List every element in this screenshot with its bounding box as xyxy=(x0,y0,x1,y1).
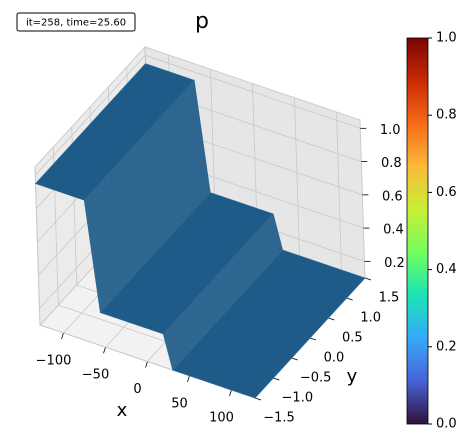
colorbar-tick-label: 0.4 xyxy=(436,262,457,277)
grid-line xyxy=(294,97,300,256)
colorbar-tick-label: 0.0 xyxy=(436,417,457,432)
tick-mark xyxy=(273,377,280,381)
x-tick-label: 50 xyxy=(171,396,188,411)
x-tick-label: 100 xyxy=(209,411,234,426)
grid-line xyxy=(336,112,342,271)
colorbar-tick-label: 0.6 xyxy=(436,185,457,200)
y-tick-label: −1.0 xyxy=(282,391,314,406)
tick-mark xyxy=(187,375,190,382)
z-tick-label: 0.4 xyxy=(383,223,404,238)
x-tick-label: −100 xyxy=(36,353,72,368)
colorbar-tick-label: 0.8 xyxy=(436,108,457,123)
x-tick-label: −50 xyxy=(82,368,109,383)
tick-mark xyxy=(254,397,262,401)
annotation: it=258, time=25.60 xyxy=(26,18,126,29)
surface-patch xyxy=(172,249,366,399)
colorbar xyxy=(406,37,429,425)
tick-mark xyxy=(328,317,335,321)
colorbar-tick-label: 0.2 xyxy=(436,339,457,354)
y-tick-label: −0.5 xyxy=(300,371,332,386)
tick-mark xyxy=(309,337,317,341)
tick-mark xyxy=(103,347,106,354)
chart-title: p xyxy=(195,9,209,34)
y-axis-label: y xyxy=(347,366,358,387)
x-tick-label: 0 xyxy=(133,382,141,397)
y-tick-label: 0.5 xyxy=(342,331,363,346)
tick-mark xyxy=(229,389,232,397)
annotation-box xyxy=(16,12,136,32)
colorbar-tick-label: 1.0 xyxy=(436,31,457,46)
tick-mark xyxy=(346,297,353,301)
y-tick-label: 1.5 xyxy=(379,291,400,306)
z-tick-label: 0.8 xyxy=(381,156,402,171)
z-tick-label: 0.2 xyxy=(384,256,405,271)
tick-mark xyxy=(364,277,372,281)
x-axis-label: x xyxy=(117,400,128,421)
grid-line xyxy=(34,55,146,176)
z-tick-label: 1.0 xyxy=(380,123,401,138)
tick-mark xyxy=(291,357,298,361)
grid-line xyxy=(145,54,361,129)
tick-mark xyxy=(61,332,64,340)
z-tick-label: 0.6 xyxy=(382,189,403,204)
grid-line xyxy=(34,166,41,326)
tick-mark xyxy=(145,361,148,368)
y-tick-label: 0.0 xyxy=(324,351,345,366)
y-tick-label: −1.5 xyxy=(263,411,295,426)
y-tick-label: 1.0 xyxy=(360,311,381,326)
